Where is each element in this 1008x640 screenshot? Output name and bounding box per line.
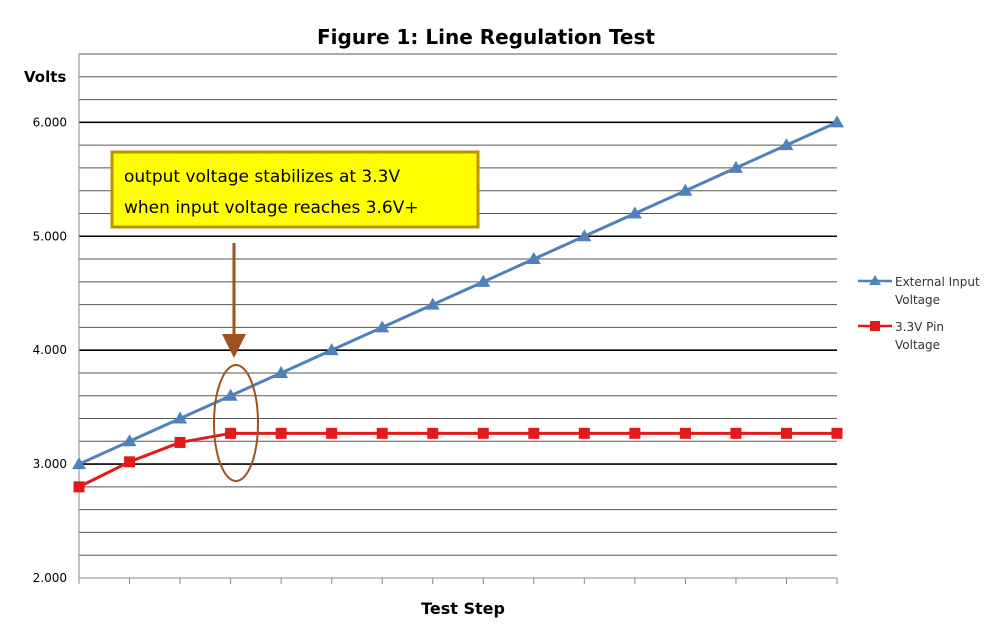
data-point-square xyxy=(831,427,843,439)
data-point-square xyxy=(528,427,540,439)
annotation-highlight-ellipse xyxy=(213,364,259,482)
data-point-square xyxy=(225,427,237,439)
data-point-square xyxy=(780,427,792,439)
y-tick-label: 2.000 xyxy=(33,571,67,585)
data-point-square xyxy=(629,427,641,439)
y-tick-labels: 2.000 3.000 4.000 5.000 6.000 xyxy=(33,115,67,585)
y-tick-label: 3.000 xyxy=(33,457,67,471)
data-point-triangle xyxy=(476,274,491,287)
legend-marker-triangle xyxy=(869,275,881,285)
data-point-triangle xyxy=(223,388,238,401)
axes xyxy=(78,54,838,584)
x-axis-label: Test Step xyxy=(421,599,505,618)
legend-entry-external-input: External Input Voltage xyxy=(858,275,984,307)
legend-label-pin-voltage: 3.3V Pin Voltage xyxy=(895,320,948,352)
data-point-triangle xyxy=(627,206,642,219)
data-point-triangle xyxy=(678,183,693,196)
legend: External Input Voltage 3.3V Pin Voltage xyxy=(858,275,984,352)
data-point-square xyxy=(326,427,338,439)
data-point-square xyxy=(730,427,742,439)
data-point-triangle xyxy=(122,434,137,447)
data-point-square xyxy=(578,427,590,439)
data-point-triangle xyxy=(526,252,541,265)
data-point-square xyxy=(427,427,439,439)
data-point-triangle xyxy=(779,138,794,151)
data-point-triangle xyxy=(728,160,743,173)
data-point-triangle xyxy=(425,297,440,310)
gridlines xyxy=(79,53,837,556)
legend-marker-square xyxy=(870,321,880,331)
data-point-triangle xyxy=(324,343,339,356)
data-point-triangle xyxy=(173,411,188,424)
legend-entry-pin-voltage: 3.3V Pin Voltage xyxy=(858,320,948,352)
data-point-square xyxy=(275,427,287,439)
data-point-square xyxy=(73,481,85,493)
annotation-note-text: output voltage stabilizes at 3.3V when i… xyxy=(124,167,419,218)
y-tick-label: 6.000 xyxy=(33,115,67,129)
series-line-0 xyxy=(78,120,838,466)
data-point-square xyxy=(174,436,186,448)
legend-label-external-input: External Input Voltage xyxy=(895,275,984,307)
annotation-group: output voltage stabilizes at 3.3V when i… xyxy=(110,150,480,482)
data-point-square xyxy=(376,427,388,439)
series-line-1 xyxy=(78,431,837,489)
data-point-triangle xyxy=(577,229,592,242)
data-point-triangle xyxy=(375,320,390,333)
y-axis-label: Volts xyxy=(24,68,66,86)
y-tick-label: 4.000 xyxy=(33,343,67,357)
data-point-triangle xyxy=(830,115,844,128)
annotation-note-box xyxy=(110,150,480,229)
data-point-triangle xyxy=(72,457,86,470)
y-tick-label: 5.000 xyxy=(33,229,67,243)
series-group xyxy=(72,115,844,493)
chart-title: Figure 1: Line Regulation Test xyxy=(317,25,655,49)
data-point-square xyxy=(679,427,691,439)
data-point-square xyxy=(124,456,136,468)
data-point-square xyxy=(477,427,489,439)
data-point-triangle xyxy=(274,365,289,378)
